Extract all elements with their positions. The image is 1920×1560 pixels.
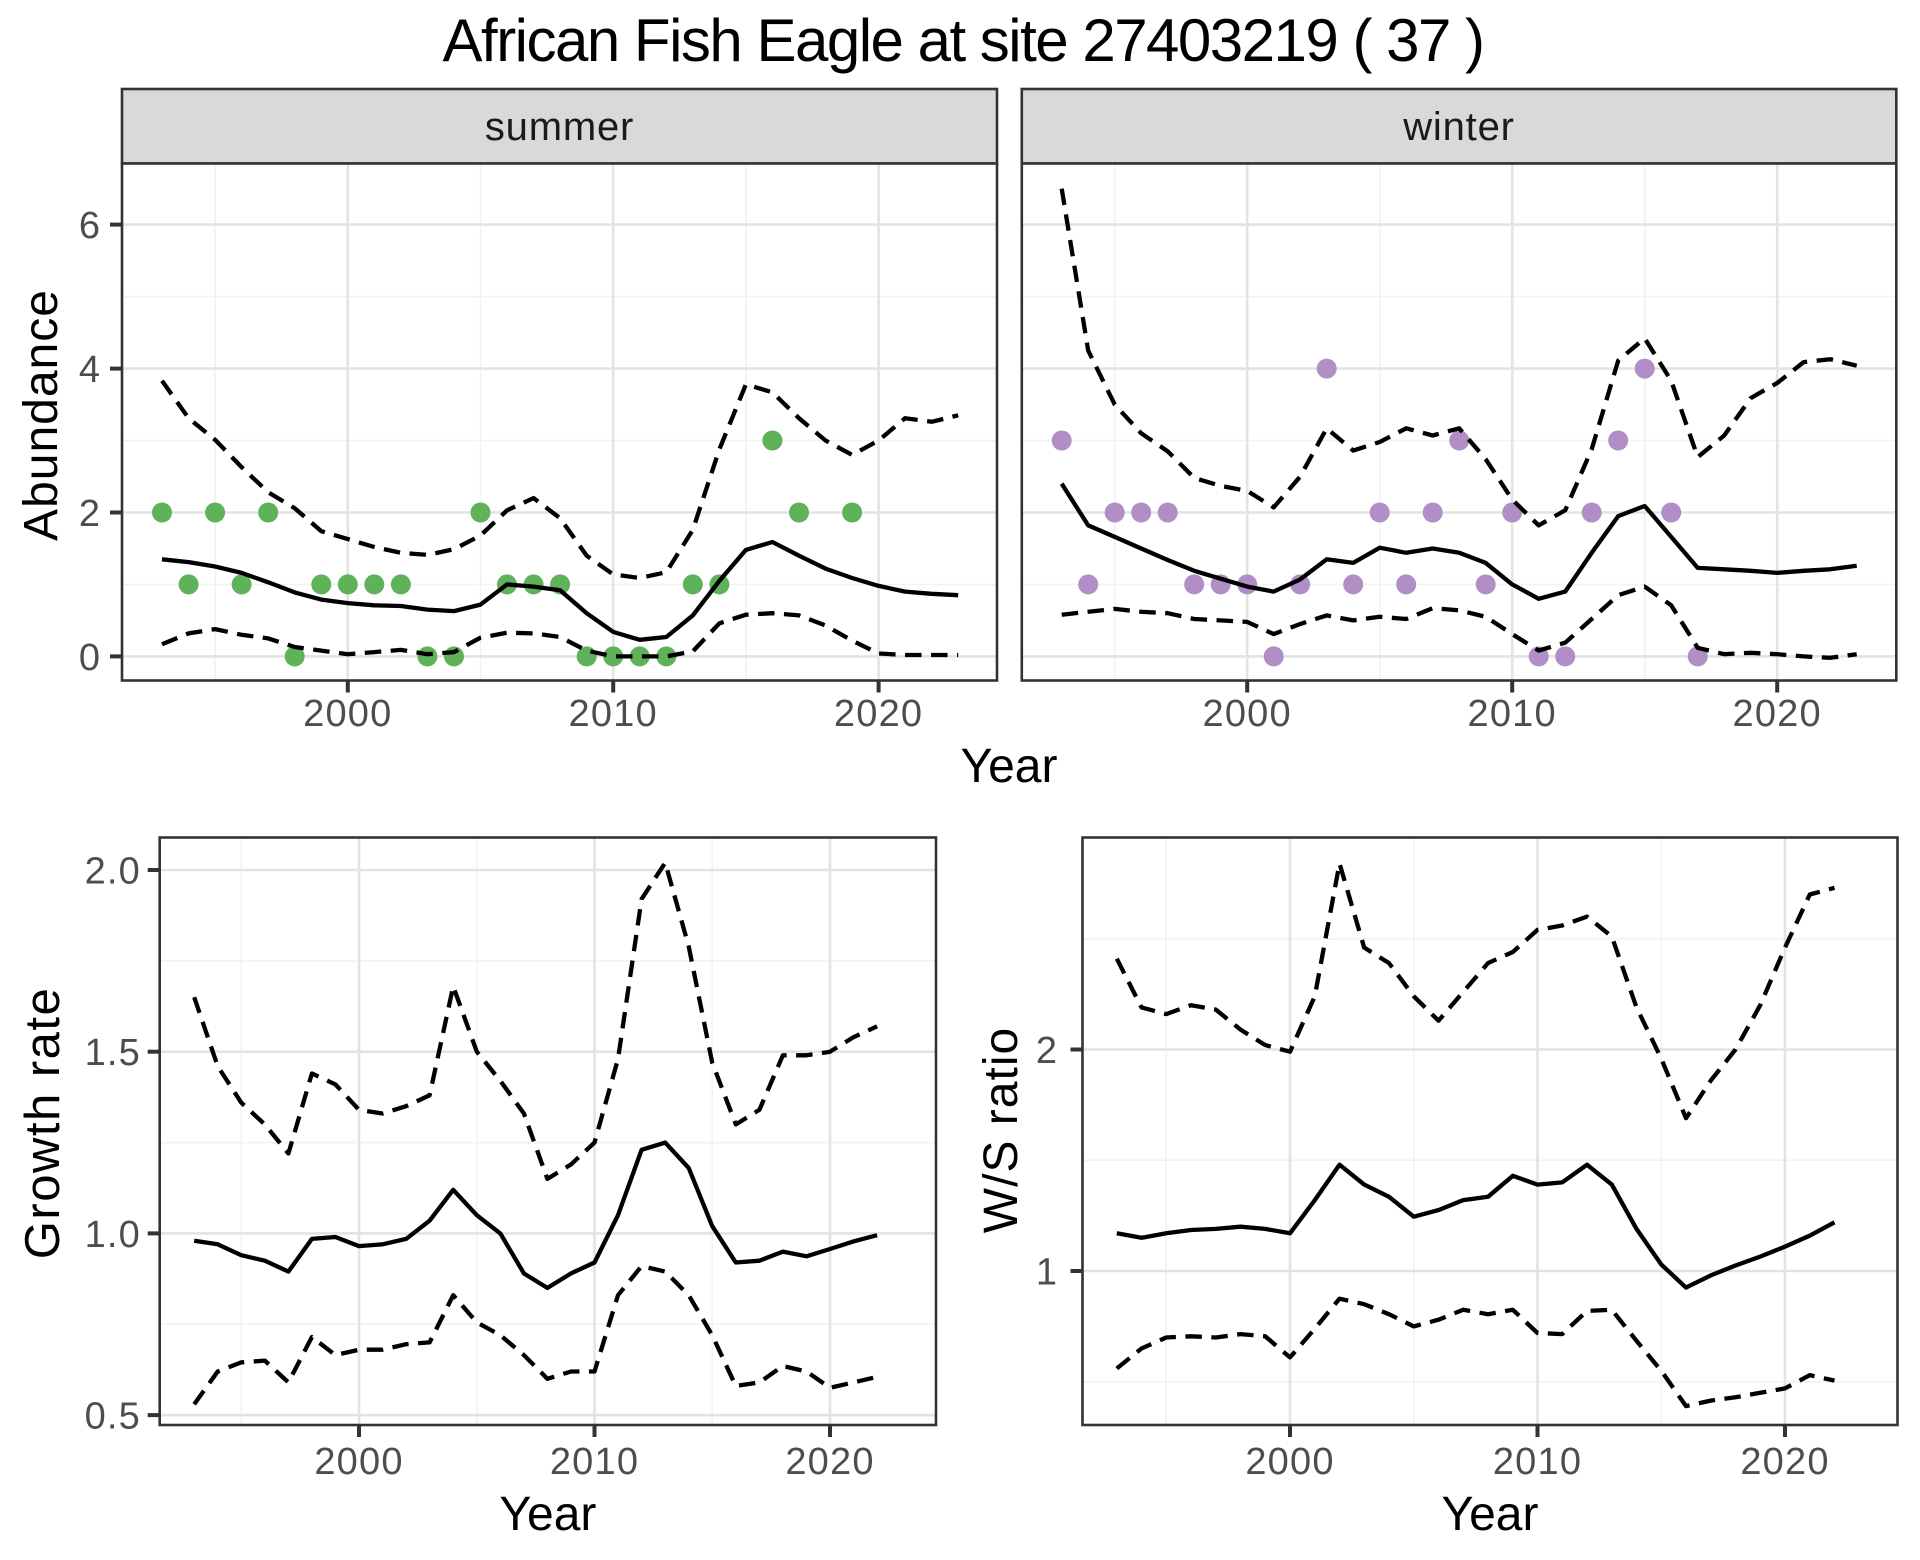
svg-text:2000: 2000: [1245, 1441, 1334, 1483]
svg-text:Year: Year: [1442, 1488, 1539, 1541]
svg-text:6: 6: [79, 205, 100, 247]
svg-text:2010: 2010: [550, 1441, 639, 1483]
svg-text:2020: 2020: [1740, 1441, 1829, 1483]
svg-text:2: 2: [79, 493, 100, 535]
svg-text:2000: 2000: [1203, 693, 1292, 735]
svg-text:2000: 2000: [314, 1441, 403, 1483]
svg-text:Abundance: Abundance: [15, 289, 68, 541]
svg-text:2010: 2010: [1493, 1441, 1582, 1483]
svg-text:W/S ratio: W/S ratio: [975, 1027, 1028, 1233]
svg-text:1.5: 1.5: [85, 1032, 141, 1074]
svg-text:4: 4: [79, 349, 100, 391]
svg-text:2000: 2000: [303, 693, 392, 735]
svg-text:winter: winter: [1402, 105, 1515, 149]
svg-text:1.0: 1.0: [85, 1214, 141, 1256]
svg-text:summer: summer: [485, 105, 634, 149]
svg-text:Year: Year: [961, 740, 1058, 793]
svg-text:Growth rate: Growth rate: [16, 987, 70, 1259]
svg-text:0: 0: [79, 637, 100, 679]
svg-text:0.5: 0.5: [85, 1396, 141, 1438]
svg-text:2: 2: [1036, 1030, 1057, 1072]
svg-text:Year: Year: [499, 1488, 596, 1541]
svg-text:2.0: 2.0: [85, 851, 141, 893]
svg-text:African Fish Eagle at site 274: African Fish Eagle at site 27403219 ( 37…: [443, 7, 1484, 74]
svg-text:1: 1: [1036, 1252, 1057, 1294]
svg-text:2020: 2020: [785, 1441, 874, 1483]
svg-text:2020: 2020: [834, 693, 923, 735]
svg-text:2020: 2020: [1733, 693, 1822, 735]
svg-text:2010: 2010: [1468, 693, 1557, 735]
svg-text:2010: 2010: [569, 693, 658, 735]
